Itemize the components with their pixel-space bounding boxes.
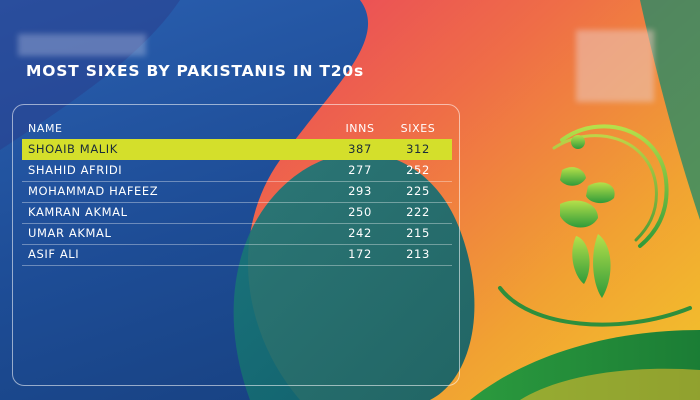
player-name: SHAHID AFRIDI (28, 163, 123, 177)
innings-value: 172 (348, 247, 372, 261)
stats-table-panel (12, 104, 460, 386)
table-row: SHAHID AFRIDI 277 252 (22, 160, 452, 182)
sixes-value: 252 (406, 163, 430, 177)
innings-value: 293 (348, 184, 372, 198)
sixes-value: 215 (406, 226, 430, 240)
page-title: MOST SIXES BY PAKISTANIS IN T20s (26, 62, 364, 80)
innings-value: 242 (348, 226, 372, 240)
table-row: ASIF ALI 172 213 (22, 244, 452, 266)
column-header-inns: INNS (345, 122, 375, 135)
player-name: ASIF ALI (28, 247, 80, 261)
table-header: NAME INNS SIXES (22, 118, 452, 140)
blurred-watermark (576, 30, 654, 102)
innings-value: 250 (348, 205, 372, 219)
column-header-sixes: SIXES (400, 122, 436, 135)
blurred-logo (18, 34, 146, 56)
player-name: SHOAIB MALIK (28, 142, 118, 156)
sixes-value: 213 (406, 247, 430, 261)
cricket-player-logo-icon (498, 124, 692, 327)
table-row: UMAR AKMAL 242 215 (22, 223, 452, 245)
column-header-name: NAME (28, 122, 63, 135)
table-row: SHOAIB MALIK 387 312 (22, 139, 452, 160)
table-row: KAMRAN AKMAL 250 222 (22, 202, 452, 224)
player-name: UMAR AKMAL (28, 226, 112, 240)
sixes-value: 225 (406, 184, 430, 198)
player-name: MOHAMMAD HAFEEZ (28, 184, 159, 198)
sixes-value: 222 (406, 205, 430, 219)
innings-value: 277 (348, 163, 372, 177)
table-row: MOHAMMAD HAFEEZ 293 225 (22, 181, 452, 203)
player-name: KAMRAN AKMAL (28, 205, 128, 219)
innings-value: 387 (348, 142, 372, 156)
sixes-value: 312 (406, 142, 430, 156)
